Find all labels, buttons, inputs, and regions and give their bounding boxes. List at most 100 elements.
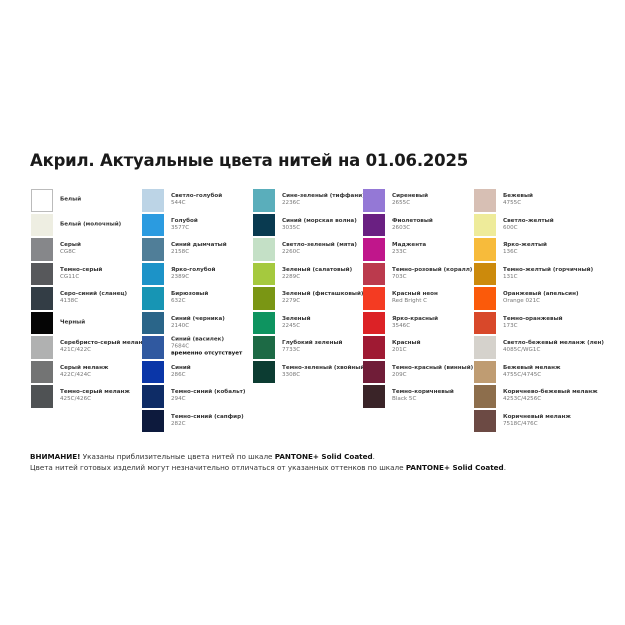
- color-name: Синий (морская волна): [282, 217, 357, 224]
- color-name: Коричнево-бежевый меланж: [503, 389, 598, 396]
- color-label: Красный 201C: [392, 340, 421, 354]
- pantone-code: 544C: [171, 200, 186, 207]
- color-item: Голубой 3577C: [142, 213, 254, 238]
- color-swatch: [31, 262, 53, 285]
- color-item: Глубокий зеленый 7733C: [253, 335, 365, 360]
- color-swatch: [474, 311, 496, 334]
- color-label: Темно-желтый (горчичный) 131C: [503, 267, 593, 281]
- pantone-code: 7684C: [171, 343, 190, 350]
- color-label: Светло-зеленый (мята) 2260C: [282, 242, 357, 256]
- color-item: Светло-желтый 600C: [474, 213, 586, 238]
- color-label: Коричневый меланж 7518C/476C: [503, 414, 571, 428]
- color-name: Светло-бежевый меланж (лен): [503, 340, 604, 347]
- color-label: Темно-синий (сапфир) 282C: [171, 414, 244, 428]
- color-name: Темно-зеленый (хвойный): [282, 364, 367, 371]
- color-name: Сине-зеленый (тиффани): [282, 193, 365, 200]
- color-item: Красный 201C: [363, 335, 475, 360]
- color-name: Черный: [60, 319, 86, 326]
- color-item: Серый меланж 422C/424C: [31, 360, 143, 385]
- pantone-code: 2279C: [282, 298, 301, 305]
- color-column: Бежевый 4755C Светло-желтый 600C Ярко-желтый…: [474, 188, 604, 434]
- color-item: Коричневый меланж 7518C/476C: [474, 409, 586, 434]
- color-item: Синий дымчатый 2158C: [142, 237, 254, 262]
- color-name: Темно-синий (сапфир): [171, 413, 244, 420]
- pantone-code: 425C/426C: [60, 396, 92, 403]
- color-label: Зеленый (салатовый) 2289C: [282, 267, 352, 281]
- color-item: Маджента 233C: [363, 237, 475, 262]
- pantone-code: Black 5C: [392, 396, 417, 403]
- color-name: Темно-желтый (горчичный): [503, 266, 594, 273]
- color-name: Бежевый меланж: [503, 364, 561, 371]
- color-swatch: [253, 213, 275, 236]
- color-swatch: [363, 238, 385, 261]
- color-swatch: [363, 213, 385, 236]
- color-label: Зеленый 2245C: [282, 316, 311, 330]
- color-item: Серо-синий (сланец) 4138C: [31, 286, 143, 311]
- pantone-label-1: PANTONE+ Solid Coated: [274, 452, 373, 461]
- color-name: Темно-коричневый: [392, 389, 454, 396]
- pantone-code: 294C: [171, 396, 186, 403]
- color-item: Серый CG8C: [31, 237, 143, 262]
- color-swatch: [474, 189, 496, 212]
- color-swatch: [31, 360, 53, 383]
- color-label: Коричнево-бежевый меланж 4253C/4256C: [503, 389, 598, 403]
- color-name: Серый: [60, 242, 81, 249]
- color-name: Красный: [392, 340, 421, 347]
- color-swatch: [474, 385, 496, 408]
- color-name: Светло-зеленый (мята): [282, 242, 357, 249]
- color-name: Серый меланж: [60, 364, 109, 371]
- pantone-code: Orange 021C: [503, 298, 541, 305]
- color-label: Темно-зеленый (хвойный) 3308C: [282, 365, 367, 379]
- pantone-code: 2655C: [392, 200, 411, 207]
- color-label: Глубокий зеленый 7733C: [282, 340, 342, 354]
- color-item: Фиолетовый 2603C: [363, 213, 475, 238]
- color-item: Зеленый 2245C: [253, 311, 365, 336]
- color-name: Глубокий зеленый: [282, 340, 343, 347]
- pantone-code: 2603C: [392, 224, 411, 231]
- footer-note: ВНИМАНИЕ! Указаны приблизительные цвета …: [30, 451, 506, 473]
- color-swatch: [253, 360, 275, 383]
- color-item: Белый (молочный): [31, 213, 143, 238]
- color-item: Серебристо-серый меланж 421C/422C: [31, 335, 148, 360]
- pantone-code: 632C: [171, 298, 186, 305]
- color-item: Коричнево-бежевый меланж 4253C/4256C: [474, 384, 598, 409]
- color-label: Маджента 233C: [392, 242, 426, 256]
- color-item: Темно-оранжевый 173C: [474, 311, 586, 336]
- pantone-code: 7733C: [282, 347, 301, 354]
- pantone-code: 2260C: [282, 249, 301, 256]
- color-swatch: [474, 262, 496, 285]
- color-swatch: [142, 213, 164, 236]
- color-swatch: [253, 262, 275, 285]
- color-item: Белый: [31, 188, 143, 213]
- color-swatch: [142, 409, 164, 432]
- pantone-code: 3308C: [282, 371, 301, 378]
- color-item: Темно-серый CG11C: [31, 262, 143, 287]
- color-swatch: [142, 287, 164, 310]
- color-label: Бежевый 4755C: [503, 193, 533, 207]
- color-label: Фиолетовый 2603C: [392, 218, 433, 232]
- page-title: Акрил. Актуальные цвета нитей на 01.06.2…: [30, 151, 469, 170]
- pantone-code: 421C/422C: [60, 347, 92, 354]
- color-label: Синий (черника) 2140C: [171, 316, 225, 330]
- color-name: Зеленый: [282, 315, 311, 322]
- color-swatch: [474, 213, 496, 236]
- color-swatch: [253, 189, 275, 212]
- color-label: Белый: [60, 197, 81, 204]
- pantone-code: 286C: [171, 371, 186, 378]
- color-item: Синий (морская волна) 3035C: [253, 213, 365, 238]
- color-swatch: [31, 385, 53, 408]
- color-item: Бежевый меланж 4755C/4745C: [474, 360, 586, 385]
- color-name: Темно-синий (кобальт): [171, 389, 246, 396]
- pantone-code: 4085C/WG1C: [503, 347, 541, 354]
- pantone-code: 2245C: [282, 322, 301, 329]
- pantone-code: 282C: [171, 420, 186, 427]
- color-name: Темно-красный (винный): [392, 364, 474, 371]
- warning-label: ВНИМАНИЕ!: [30, 452, 81, 461]
- color-item: Темно-коричневый Black 5C: [363, 384, 475, 409]
- color-name: Ярко-голубой: [171, 266, 216, 273]
- color-name: Серебристо-серый меланж: [60, 340, 148, 347]
- pantone-code: 173C: [503, 322, 518, 329]
- pantone-code: 2389C: [171, 273, 190, 280]
- color-swatch: [363, 262, 385, 285]
- color-label: Серо-синий (сланец) 4138C: [60, 291, 127, 305]
